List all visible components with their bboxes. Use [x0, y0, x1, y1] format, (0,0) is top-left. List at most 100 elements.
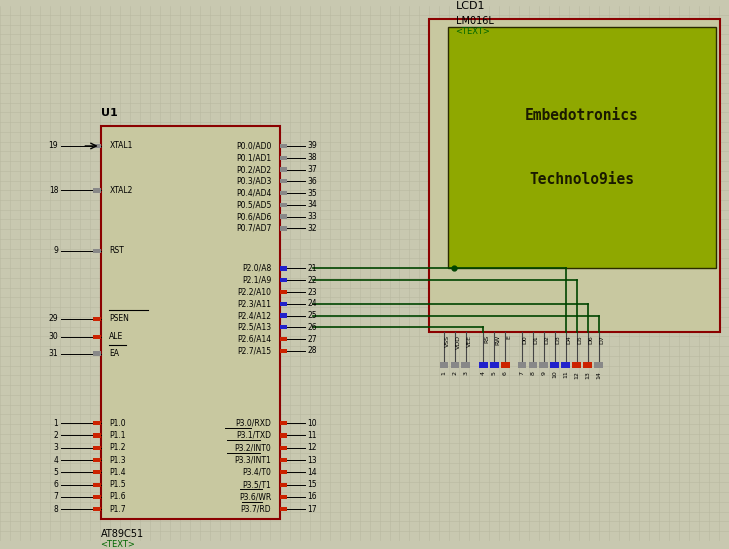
Text: P0.2/AD2: P0.2/AD2 — [236, 165, 271, 174]
Text: XTAL1: XTAL1 — [109, 142, 133, 150]
Text: D0: D0 — [523, 335, 528, 344]
Text: D7: D7 — [599, 335, 604, 344]
Bar — [280, 325, 287, 329]
Bar — [550, 362, 559, 368]
Text: 3: 3 — [53, 443, 58, 452]
Text: 4: 4 — [481, 371, 486, 374]
Text: LCD1: LCD1 — [456, 1, 485, 11]
Bar — [280, 313, 287, 318]
Bar — [280, 458, 287, 462]
Text: 27: 27 — [308, 335, 317, 344]
Bar — [93, 470, 101, 474]
Bar — [461, 362, 470, 368]
Text: 7: 7 — [520, 371, 524, 374]
Text: 30: 30 — [49, 333, 58, 341]
Text: P2.0/A8: P2.0/A8 — [242, 264, 271, 273]
Text: 32: 32 — [308, 224, 317, 233]
Text: 5: 5 — [492, 371, 496, 374]
Text: 28: 28 — [308, 346, 317, 355]
Text: RST: RST — [109, 247, 124, 255]
Text: P1.4: P1.4 — [109, 468, 126, 477]
Bar — [93, 317, 101, 321]
Bar — [280, 483, 287, 487]
Text: 26: 26 — [308, 323, 317, 332]
Text: 4: 4 — [53, 456, 58, 464]
Text: 5: 5 — [53, 468, 58, 477]
Bar — [93, 421, 101, 425]
Text: D2: D2 — [545, 335, 550, 344]
Text: P2.5/A13: P2.5/A13 — [237, 323, 271, 332]
Text: 21: 21 — [308, 264, 317, 273]
Text: 23: 23 — [308, 288, 317, 296]
Bar — [280, 215, 287, 219]
Text: 33: 33 — [308, 212, 317, 221]
Bar — [440, 362, 448, 368]
Text: D4: D4 — [566, 335, 572, 344]
Text: 38: 38 — [308, 153, 317, 163]
Text: 8: 8 — [531, 371, 535, 374]
Text: P1.3: P1.3 — [109, 456, 126, 464]
Text: 36: 36 — [308, 177, 317, 186]
Bar — [572, 362, 581, 368]
Bar — [93, 446, 101, 450]
Text: D3: D3 — [555, 335, 561, 344]
Text: 13: 13 — [585, 371, 590, 379]
Text: 15: 15 — [308, 480, 317, 489]
Bar — [583, 362, 592, 368]
Bar — [479, 362, 488, 368]
Text: P0.4/AD4: P0.4/AD4 — [235, 188, 271, 198]
Bar — [101, 126, 280, 519]
Bar — [280, 167, 287, 172]
Text: LM016L: LM016L — [456, 16, 494, 26]
Text: D1: D1 — [534, 335, 539, 344]
Text: 14: 14 — [596, 371, 601, 379]
Text: E: E — [506, 335, 511, 339]
Bar — [93, 351, 101, 356]
Text: D6: D6 — [588, 335, 593, 344]
Text: 19: 19 — [49, 142, 58, 150]
Text: AT89C51: AT89C51 — [101, 529, 144, 539]
Text: 9: 9 — [542, 371, 546, 374]
Bar — [518, 362, 526, 368]
Text: VSS: VSS — [445, 335, 450, 347]
Text: P3.5/T1: P3.5/T1 — [243, 480, 271, 489]
Bar — [93, 507, 101, 512]
Text: 11: 11 — [308, 431, 317, 440]
Text: 9: 9 — [53, 247, 58, 255]
Text: 1: 1 — [53, 419, 58, 428]
Text: D5: D5 — [577, 335, 582, 344]
Bar — [561, 362, 570, 368]
Text: P3.1/TXD: P3.1/TXD — [236, 431, 271, 440]
Text: P1.0: P1.0 — [109, 419, 126, 428]
Text: 6: 6 — [503, 371, 507, 374]
Text: P2.6/A14: P2.6/A14 — [237, 335, 271, 344]
Text: P3.0/RXD: P3.0/RXD — [235, 419, 271, 428]
Text: P1.5: P1.5 — [109, 480, 126, 489]
Text: P3.3/INT1: P3.3/INT1 — [235, 456, 271, 464]
Text: P2.4/A12: P2.4/A12 — [237, 311, 271, 320]
Bar — [93, 249, 101, 253]
Text: P0.1/AD1: P0.1/AD1 — [236, 153, 271, 163]
Bar — [539, 362, 548, 368]
Text: 12: 12 — [574, 371, 579, 379]
Bar — [594, 362, 603, 368]
Bar — [280, 191, 287, 195]
Text: P2.2/A10: P2.2/A10 — [237, 288, 271, 296]
Text: 2: 2 — [453, 371, 457, 374]
Text: XTAL2: XTAL2 — [109, 186, 133, 195]
Bar — [280, 155, 287, 160]
Text: 3: 3 — [464, 371, 468, 374]
Bar — [280, 278, 287, 282]
Text: ALE: ALE — [109, 333, 124, 341]
Text: P0.0/AD0: P0.0/AD0 — [235, 142, 271, 150]
Bar — [280, 226, 287, 231]
Text: 22: 22 — [308, 276, 317, 285]
Text: P2.3/A11: P2.3/A11 — [237, 299, 271, 309]
Bar — [280, 421, 287, 425]
Bar — [93, 483, 101, 487]
Text: P3.7/RD: P3.7/RD — [241, 505, 271, 514]
Text: 10: 10 — [553, 371, 557, 378]
Text: P3.6/WR: P3.6/WR — [239, 492, 271, 501]
Bar — [93, 335, 101, 339]
Bar — [280, 179, 287, 183]
